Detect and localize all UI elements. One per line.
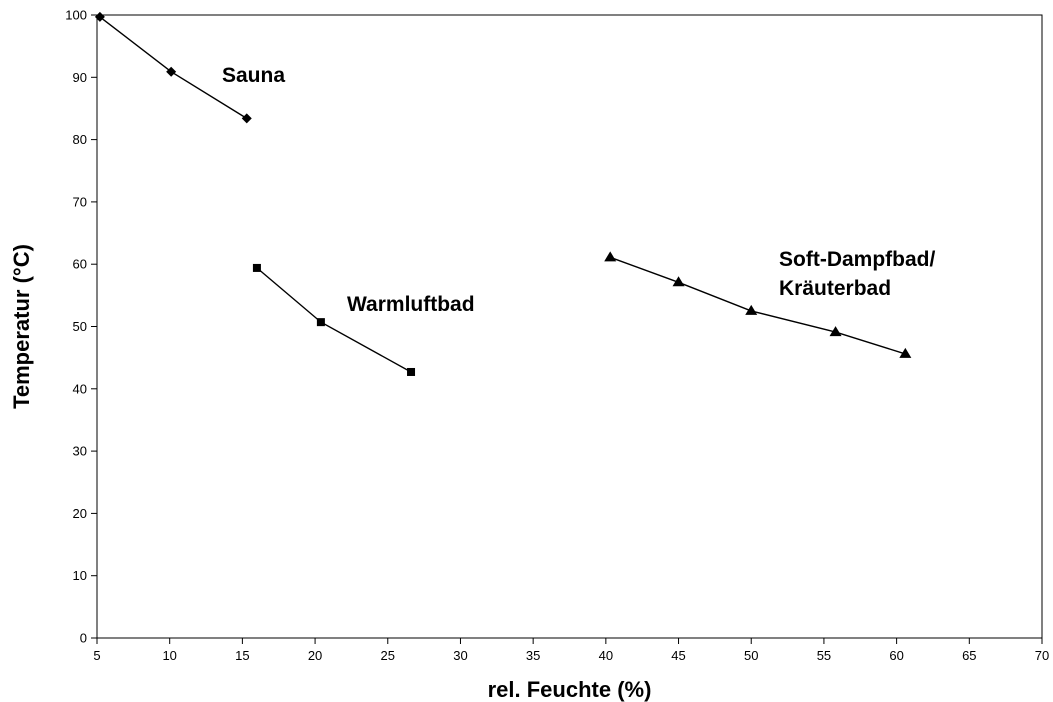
axes: 5 10 15 20 25 30 35 40 45 50 55 60 65 70 0 10 20 30 40 50 60… (65, 8, 1049, 664)
x-tick-label: 55 (817, 648, 831, 663)
series-label: Warmluftbad (347, 293, 475, 316)
x-tick-label: 10 (162, 648, 176, 663)
y-tick-label: 20 (73, 506, 87, 521)
series-label-line: Kräuterbad (779, 277, 891, 300)
y-tick-label: 70 (73, 194, 87, 209)
series-label-line: Sauna (222, 64, 285, 87)
square-marker (252, 263, 261, 272)
plot-frame (96, 14, 1043, 639)
y-tick-label: 80 (73, 132, 87, 147)
x-tick-label: 25 (381, 648, 395, 663)
series-label-line: Warmluftbad (347, 293, 475, 316)
x-tick-label: 5 (93, 648, 100, 663)
y-tick-label: 60 (73, 257, 87, 272)
series-line (256, 267, 412, 373)
series-label: Soft-Dampfbad/Kräuterbad (779, 248, 935, 300)
triangle-marker (672, 276, 685, 287)
y-tick-label: 90 (73, 70, 87, 85)
series-label: Sauna (222, 64, 285, 87)
series-label-line: Soft-Dampfbad/ (779, 248, 935, 271)
x-tick-label: 70 (1035, 648, 1049, 663)
diamond-marker (94, 11, 105, 22)
y-tick-label: 100 (65, 8, 87, 23)
square-marker (407, 367, 416, 376)
y-tick-label: 30 (73, 444, 87, 459)
x-tick-label: 60 (889, 648, 903, 663)
triangle-marker (829, 326, 842, 337)
x-tick-label: 20 (308, 648, 322, 663)
x-tick-label: 65 (962, 648, 976, 663)
diamond-marker (241, 113, 252, 124)
y-tick-label: 10 (73, 568, 87, 583)
x-tick-label: 45 (671, 648, 685, 663)
x-tick-label: 50 (744, 648, 758, 663)
square-marker (316, 318, 325, 327)
series-lines (99, 16, 906, 373)
series-markers (94, 11, 912, 376)
triangle-marker (899, 347, 912, 358)
series-line (609, 256, 906, 355)
y-tick-label: 50 (73, 319, 87, 334)
x-axis-title: rel. Feuchte (%) (488, 677, 652, 702)
x-tick-label: 35 (526, 648, 540, 663)
triangle-marker (745, 304, 758, 315)
y-tick-label: 40 (73, 381, 87, 396)
triangle-marker (604, 251, 617, 262)
y-axis-title: Temperatur (°C) (9, 244, 34, 409)
x-tick-label: 30 (453, 648, 467, 663)
diamond-marker (166, 66, 177, 77)
series-labels: Sauna Warmluftbad Soft-Dampfbad/Kräuterbad (222, 64, 935, 316)
x-tick-label: 15 (235, 648, 249, 663)
x-tick-label: 40 (599, 648, 613, 663)
y-tick-label: 0 (80, 631, 87, 646)
